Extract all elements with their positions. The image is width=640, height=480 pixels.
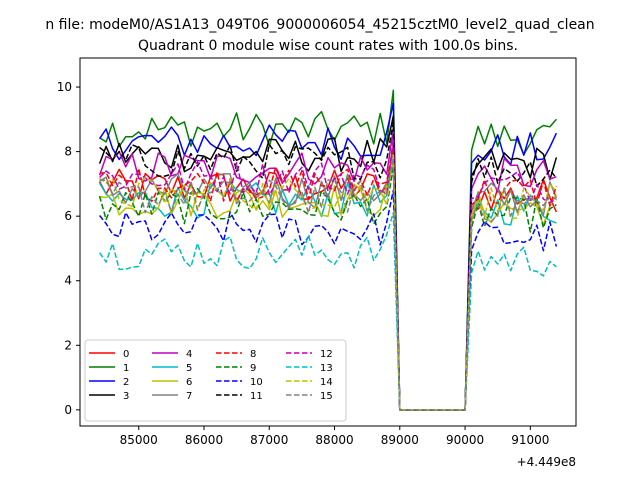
legend-label-6: 6 [186, 377, 192, 388]
x-tick-label: 90000 [446, 433, 484, 447]
legend-label-14: 14 [320, 377, 333, 388]
legend-label-1: 1 [123, 363, 129, 374]
legend-label-7: 7 [186, 391, 192, 402]
legend-label-4: 4 [186, 349, 192, 360]
chart-suptitle: n file: modeM0/AS1A13_049T06_9000006054_… [45, 17, 594, 33]
series-line-3 [98, 115, 558, 411]
x-tick-label: 85000 [120, 433, 158, 447]
y-tick-label: 0 [64, 403, 72, 417]
series-line-13 [98, 212, 557, 411]
chart-title: Quadrant 0 module wise count rates with … [138, 38, 518, 54]
series-line-6 [99, 160, 558, 411]
plot-frame [79, 57, 577, 427]
series-line-2 [98, 102, 558, 411]
x-tick-label: 88000 [315, 433, 353, 447]
legend-frame [84, 339, 347, 422]
series-line-10 [99, 189, 558, 411]
x-tick-label: 86000 [185, 433, 223, 447]
plot-lines [98, 89, 558, 411]
series-line-5 [98, 160, 557, 411]
legend-label-8: 8 [250, 349, 256, 360]
legend-label-2: 2 [123, 377, 129, 388]
series-line-15 [99, 157, 557, 411]
x-tick-label: 89000 [381, 433, 419, 447]
axis-ticks: 85000 86000 87000 88000 89000 90000 91000 0 2 4 6 8… [57, 80, 550, 447]
y-tick-label: 10 [57, 80, 72, 94]
legend-label-11: 11 [250, 391, 263, 402]
series-line-14 [99, 154, 557, 411]
legend-label-10: 10 [250, 377, 263, 388]
y-tick-label: 8 [64, 145, 72, 159]
y-tick-label: 6 [64, 209, 72, 223]
legend-label-12: 12 [320, 349, 333, 360]
y-tick-label: 2 [64, 338, 72, 352]
x-offset-label: +4.449e8 [517, 455, 576, 469]
series-line-4 [98, 128, 557, 411]
legend-label-9: 9 [250, 363, 256, 374]
legend-label-3: 3 [123, 391, 129, 402]
y-tick-label: 4 [64, 274, 72, 288]
legend-label-0: 0 [123, 349, 129, 360]
x-tick-label: 87000 [250, 433, 288, 447]
legend-label-5: 5 [186, 363, 192, 374]
legend-label-15: 15 [320, 391, 333, 402]
legend-label-13: 13 [320, 363, 333, 374]
series-line-8 [99, 144, 558, 411]
series-line-9 [98, 167, 557, 411]
series-line-11 [99, 121, 557, 411]
x-tick-label: 91000 [511, 433, 549, 447]
